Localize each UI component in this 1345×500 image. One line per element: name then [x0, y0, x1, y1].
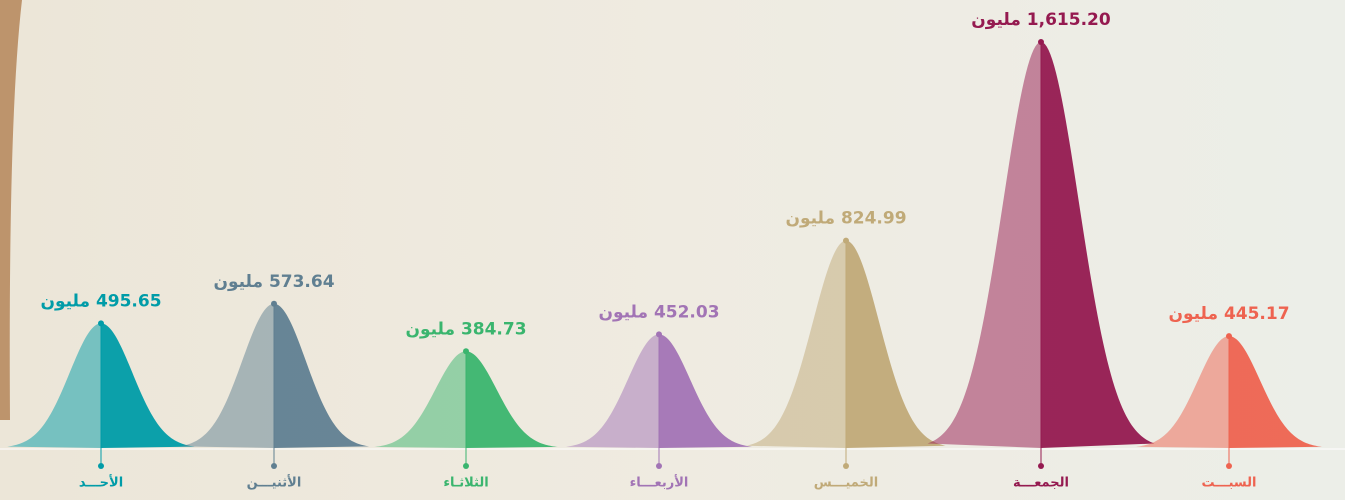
peak-dot	[1226, 333, 1232, 339]
value-label: 452.03 مليون	[598, 302, 719, 322]
value-label: 495.65 مليون	[40, 291, 161, 311]
value-label: 445.17 مليون	[1168, 304, 1289, 324]
category-label: الأحـــد	[79, 474, 123, 491]
page: {"chart_data": {"type": "bell", "categor…	[0, 0, 1345, 500]
category-label: الأربعـــاء	[630, 474, 689, 491]
peak-dot	[1038, 39, 1044, 45]
foot-dot	[1226, 463, 1232, 469]
foot-dot	[1038, 463, 1044, 469]
category-label: الأثنيـــن	[247, 474, 302, 491]
category-label: السبـــت	[1202, 476, 1257, 491]
category-label: الخميـــس	[814, 476, 878, 491]
foot-dot	[463, 463, 469, 469]
chart: 495.65 مليون الأحـــد 573.64 مليون الأثنيــ…	[0, 0, 1345, 500]
value-label: 384.73 مليون	[405, 319, 526, 339]
foot-dot	[843, 463, 849, 469]
peak-dot	[271, 301, 277, 307]
foot-dot	[98, 463, 104, 469]
category-label: الجمعـــة	[1013, 476, 1069, 491]
foot-dot	[656, 463, 662, 469]
value-label: 1,615.20 مليون	[971, 10, 1111, 30]
foot-dot	[271, 463, 277, 469]
peak-dot	[463, 348, 469, 354]
value-label: 824.99 مليون	[785, 209, 906, 229]
peak-dot	[98, 320, 104, 326]
peak-dot	[656, 331, 662, 337]
category-label: الثلاثـاء	[443, 476, 488, 491]
peak-dot	[843, 238, 849, 244]
value-label: 573.64 مليون	[213, 272, 334, 292]
